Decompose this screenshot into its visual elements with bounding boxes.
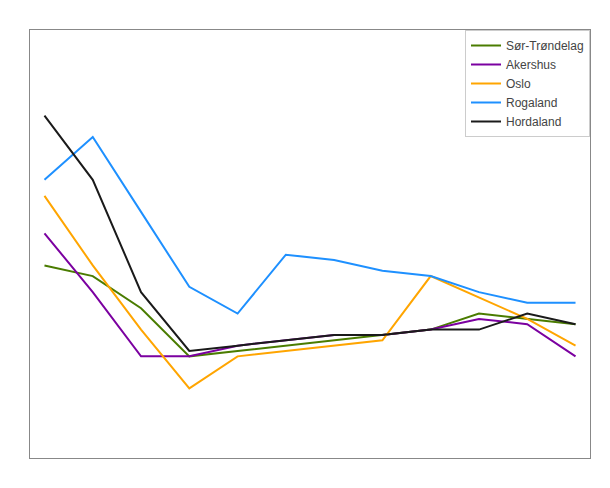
svg-text:Akershus: Akershus bbox=[506, 58, 556, 72]
svg-text:Rogaland: Rogaland bbox=[506, 96, 557, 110]
svg-text:Hordaland: Hordaland bbox=[506, 115, 561, 129]
svg-text:Sør-Trøndelag: Sør-Trøndelag bbox=[506, 39, 584, 53]
svg-text:Oslo: Oslo bbox=[506, 77, 531, 91]
